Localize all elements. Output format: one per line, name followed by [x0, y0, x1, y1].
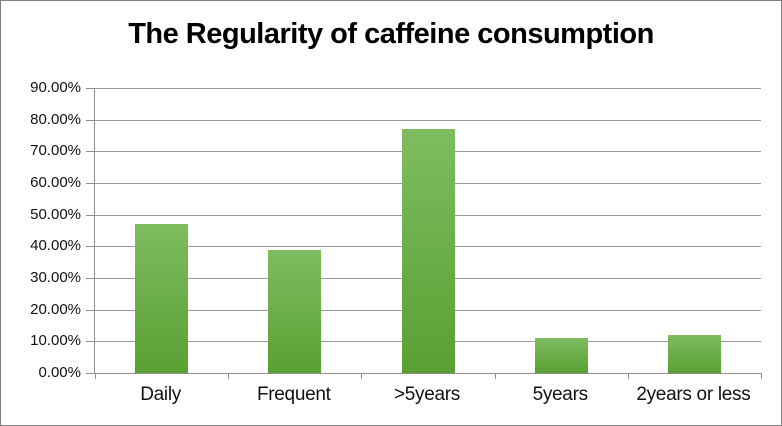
y-axis-tick	[86, 246, 95, 248]
bar-daily	[135, 224, 189, 373]
x-axis-category-label: 5years	[532, 384, 589, 405]
y-axis-tick	[86, 341, 95, 343]
x-axis-category-label: Daily	[140, 384, 181, 405]
x-axis-tick	[627, 373, 629, 379]
x-axis-tick	[494, 373, 496, 379]
y-axis-tick	[86, 278, 95, 279]
y-axis-tick	[86, 373, 95, 374]
x-axis-category-label: 2years or less	[636, 384, 751, 405]
y-axis-tick-label: 40.00%	[30, 237, 81, 255]
y-axis-tick-label: 10.00%	[30, 332, 81, 350]
y-axis-tick-label: 90.00%	[30, 79, 81, 96]
gridline	[95, 119, 761, 121]
x-axis-tick	[95, 373, 96, 379]
y-axis-tick-label: 20.00%	[30, 300, 81, 318]
plot-area	[86, 88, 762, 379]
y-axis-tick-label: 30.00%	[30, 269, 81, 286]
bar-5years	[534, 338, 588, 373]
x-axis-tick	[361, 373, 363, 379]
chart-title: The Regularity of caffeine consumption	[128, 18, 654, 50]
gridline	[95, 88, 761, 89]
y-axis-tick	[86, 214, 95, 216]
y-axis-tick	[86, 119, 95, 121]
x-axis-category-label: Frequent	[256, 384, 331, 405]
y-axis-tick-label: 70.00%	[30, 142, 81, 160]
x-axis-tick	[228, 373, 230, 379]
y-axis-tick-label: 50.00%	[30, 205, 81, 223]
y-axis-tick	[86, 309, 95, 311]
y-axis-tick	[86, 88, 95, 89]
y-axis-tick-label: 0.00%	[38, 364, 81, 381]
y-axis-tick-label: 80.00%	[30, 110, 81, 128]
y-axis-tick	[86, 151, 95, 153]
bar-frequent	[268, 249, 322, 373]
bar-5years	[401, 129, 455, 373]
x-axis-category-label: >5years	[393, 384, 460, 405]
x-axis-tick	[761, 373, 762, 379]
bar-2years-or-less	[667, 335, 721, 373]
y-axis-tick-label: 60.00%	[30, 174, 81, 191]
y-axis-tick	[86, 183, 95, 184]
